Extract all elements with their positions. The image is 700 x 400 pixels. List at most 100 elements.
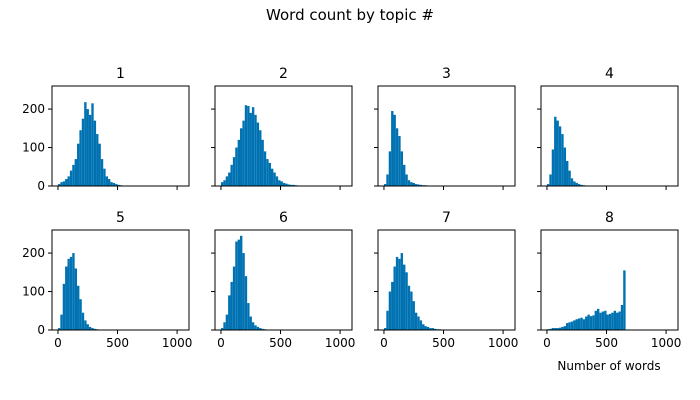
histogram-bar — [60, 314, 63, 330]
histogram-bar — [266, 159, 269, 186]
histogram-bar — [403, 164, 406, 186]
subplot-title: 8 — [605, 210, 614, 226]
histogram-bar — [554, 116, 557, 186]
histogram-bar — [223, 180, 226, 186]
histogram-bar — [232, 157, 236, 186]
histogram-bar — [618, 311, 621, 330]
histogram-bar — [568, 322, 571, 330]
histogram-bar — [604, 310, 607, 330]
x-tick-label: 500 — [595, 336, 618, 350]
axes-frame — [51, 229, 190, 331]
histogram-bar — [112, 182, 116, 186]
subplot-7: 7 0 500 1000 — [374, 210, 518, 350]
histogram-bar — [410, 291, 413, 330]
histogram-bar — [596, 308, 600, 330]
histogram-bar — [230, 164, 233, 186]
x-axis-label: Number of words — [557, 359, 660, 373]
histogram-bar — [587, 314, 590, 330]
histogram-bar — [251, 322, 255, 330]
histogram-bar — [242, 120, 245, 186]
histogram-bar — [594, 310, 597, 330]
histogram-bar — [412, 182, 415, 186]
histogram-bar — [414, 312, 418, 330]
histogram-bar — [96, 134, 99, 186]
histogram-bar — [105, 176, 108, 186]
histogram-bar — [65, 179, 68, 186]
histogram-bar — [69, 170, 73, 186]
histogram-bar — [86, 109, 89, 186]
histogram-bar — [270, 168, 274, 186]
histogram-bar — [422, 324, 425, 330]
subplot-3: 3 — [374, 66, 516, 190]
subplot-6: 6 0 500 1000 — [211, 210, 355, 350]
histogram-bar — [556, 328, 559, 330]
histogram-bar — [261, 328, 264, 330]
histogram-bar — [261, 139, 264, 186]
histogram-bar — [407, 285, 411, 330]
subplot-title: 2 — [279, 66, 288, 82]
histogram-bar — [577, 184, 581, 186]
histogram-bar — [74, 159, 78, 186]
histogram-bar — [249, 316, 252, 330]
histogram-bar — [225, 176, 229, 186]
histogram-bar — [84, 102, 87, 186]
histogram-bar — [570, 178, 574, 186]
histogram-bar — [549, 328, 552, 330]
histogram-bar — [57, 328, 61, 330]
histogram-bar — [419, 184, 423, 186]
histogram-bar — [403, 264, 406, 330]
histogram-bar — [225, 314, 229, 330]
axes-frame — [214, 85, 353, 187]
histogram-bar — [235, 147, 238, 186]
histogram-bar — [623, 270, 626, 330]
histogram-bar — [220, 328, 224, 330]
x-tick-label: 0 — [380, 336, 388, 350]
histogram-bar — [620, 305, 624, 330]
histogram-bar — [582, 319, 586, 330]
x-tick-label: 0 — [543, 336, 551, 350]
x-tick-label: 500 — [432, 336, 455, 350]
histogram-bar — [611, 312, 614, 330]
histogram-bar — [561, 326, 564, 330]
histogram-bar — [395, 128, 399, 186]
histogram-bar — [558, 327, 562, 330]
histogram-bar — [419, 320, 423, 330]
histogram-bar — [556, 120, 559, 186]
subplot-title: 6 — [279, 210, 288, 226]
histogram-bar — [395, 256, 399, 330]
histogram-bar — [551, 149, 555, 186]
histogram-bar — [93, 120, 97, 186]
histogram-bar — [249, 112, 252, 186]
histogram-bar — [117, 184, 120, 186]
histogram-bar — [247, 106, 250, 186]
histogram-bar — [554, 328, 557, 330]
histogram-bar — [561, 134, 564, 186]
x-tick-label: 500 — [106, 336, 129, 350]
axes-frame — [377, 85, 516, 187]
histogram-bar — [232, 266, 236, 330]
histogram-bar — [575, 319, 578, 330]
histogram-bar — [69, 256, 73, 330]
histogram-bar — [62, 181, 66, 186]
histogram-bar — [273, 172, 276, 186]
histogram-bar — [398, 136, 401, 186]
histogram-bar — [566, 323, 569, 330]
histogram-bar — [417, 316, 420, 330]
histogram-bar — [110, 182, 113, 186]
histogram-bar — [67, 176, 70, 186]
histogram-bar — [81, 312, 85, 330]
histogram-bar — [568, 170, 571, 186]
histogram-bar — [237, 139, 241, 186]
histogram-bar — [65, 266, 68, 330]
histogram-bar — [244, 276, 248, 330]
histogram-bar — [77, 285, 80, 330]
subplot-1: 1 0 100 200 — [22, 66, 190, 193]
histogram-bar — [62, 283, 66, 330]
y-tick-label: 200 — [22, 102, 45, 116]
histogram-bar — [60, 182, 63, 186]
x-tick-label: 1000 — [651, 336, 682, 350]
histogram-bar — [240, 128, 243, 186]
histogram-bar — [256, 326, 260, 330]
histogram-bar — [558, 126, 562, 186]
histogram-bar — [391, 111, 394, 186]
